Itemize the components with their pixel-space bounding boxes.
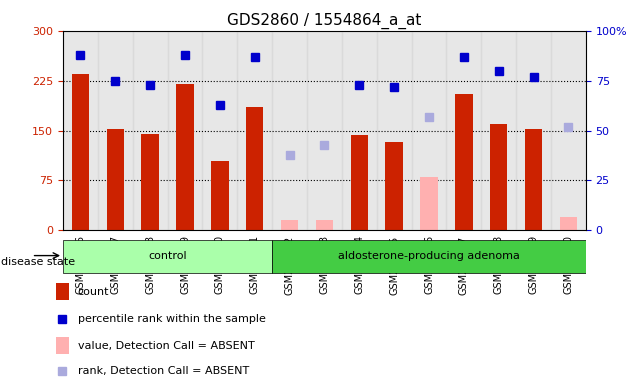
Bar bbox=[106, 129, 124, 230]
Bar bbox=[56, 283, 69, 300]
Bar bbox=[133, 31, 168, 230]
Bar bbox=[168, 31, 202, 230]
Text: value, Detection Call = ABSENT: value, Detection Call = ABSENT bbox=[77, 341, 255, 351]
Bar bbox=[316, 220, 333, 230]
Bar bbox=[238, 31, 272, 230]
Bar bbox=[455, 94, 472, 230]
Bar bbox=[246, 107, 263, 230]
Bar bbox=[202, 31, 238, 230]
Bar bbox=[63, 31, 98, 230]
Bar bbox=[72, 74, 89, 230]
Bar bbox=[141, 134, 159, 230]
Bar bbox=[516, 31, 551, 230]
Bar bbox=[272, 31, 307, 230]
Bar bbox=[281, 220, 299, 230]
Bar bbox=[525, 129, 542, 230]
Text: count: count bbox=[77, 287, 109, 297]
Bar bbox=[350, 135, 368, 230]
Bar bbox=[386, 142, 403, 230]
Text: aldosterone-producing adenoma: aldosterone-producing adenoma bbox=[338, 251, 520, 261]
Bar bbox=[447, 31, 481, 230]
Bar bbox=[411, 31, 447, 230]
Bar bbox=[377, 31, 411, 230]
Bar bbox=[307, 31, 342, 230]
Title: GDS2860 / 1554864_a_at: GDS2860 / 1554864_a_at bbox=[227, 13, 421, 29]
Text: rank, Detection Call = ABSENT: rank, Detection Call = ABSENT bbox=[77, 366, 249, 376]
Bar bbox=[211, 161, 229, 230]
Text: disease state: disease state bbox=[1, 257, 76, 267]
Bar bbox=[63, 240, 272, 273]
Bar bbox=[481, 31, 516, 230]
Bar bbox=[551, 31, 586, 230]
Text: percentile rank within the sample: percentile rank within the sample bbox=[77, 314, 265, 324]
Bar bbox=[559, 217, 577, 230]
Bar bbox=[490, 124, 508, 230]
Text: control: control bbox=[148, 251, 187, 261]
Bar bbox=[272, 240, 586, 273]
Bar bbox=[176, 84, 194, 230]
Bar bbox=[342, 31, 377, 230]
Bar bbox=[56, 337, 69, 354]
Bar bbox=[420, 177, 438, 230]
Bar bbox=[98, 31, 133, 230]
